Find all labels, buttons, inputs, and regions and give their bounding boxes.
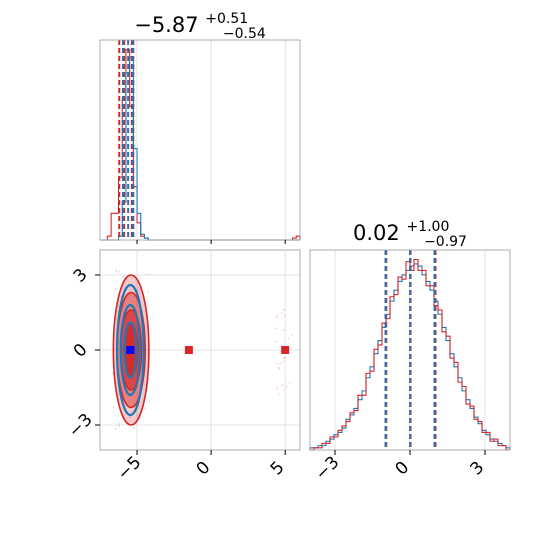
scatter-point: [278, 367, 280, 369]
scatter-point: [129, 416, 131, 419]
contour-blue-level-2: [123, 321, 138, 379]
scatter-point: [279, 351, 282, 353]
ytick-label-1: 0: [70, 340, 92, 362]
scatter-point: [287, 337, 290, 340]
xtick-label-1-0: −3: [312, 453, 344, 485]
scatter-point: [148, 273, 150, 276]
marker-blue-0: [126, 346, 135, 354]
title-param-2: 0.02 +1.00 −0.97: [353, 212, 467, 250]
contour-blue-level-0: [115, 283, 145, 417]
xtick-label-1-1: 0: [392, 458, 414, 480]
histogram-0-frame: [99, 39, 301, 241]
marginal-histogram-param-2: −3 0 3: [309, 249, 511, 485]
scatter-point: [132, 296, 135, 298]
scatter-point: [290, 334, 293, 336]
contour-blue-level-1: [119, 303, 142, 397]
scatter-point: [120, 296, 123, 298]
scatter-point: [115, 270, 117, 272]
scatter-point: [282, 329, 285, 331]
scatter-point: [284, 314, 286, 316]
histogram-series-0-0: [100, 48, 301, 241]
title-param-2-value: 0.02: [353, 221, 400, 245]
scatter-point: [129, 289, 131, 291]
scatter-point: [139, 317, 141, 320]
scatter-point: [114, 280, 117, 283]
xtick-label-2-2: 5: [267, 458, 289, 480]
title-param-2-plus: +1.00: [406, 219, 449, 235]
scatter-point: [276, 387, 278, 390]
scatter-point: [277, 393, 280, 396]
scatter-point: [112, 372, 114, 375]
scatter-point: [117, 394, 119, 397]
scatter-point: [137, 385, 140, 388]
scatter-point: [148, 378, 151, 380]
scatter-point: [118, 425, 120, 427]
scatter-point: [129, 392, 132, 395]
scatter-point: [278, 367, 281, 370]
scatter-point: [284, 356, 286, 359]
scatter-point: [122, 392, 124, 395]
scatter-point: [122, 306, 124, 309]
scatter-point: [118, 423, 121, 425]
scatter-point: [117, 305, 120, 308]
scatter-point: [279, 362, 282, 364]
title-param-1-minus: −0.54: [223, 26, 266, 42]
scatter-point: [281, 384, 284, 386]
scatter-point: [128, 295, 131, 297]
scatter-point: [133, 427, 135, 429]
scatter-point: [283, 357, 285, 359]
scatter-point: [283, 389, 286, 391]
scatter-point: [282, 360, 285, 363]
scatter-point: [276, 315, 279, 317]
marker-red-2: [281, 346, 290, 354]
scatter-point: [276, 316, 278, 319]
scatter-point: [140, 327, 143, 329]
xtick-label-1-2: 3: [467, 458, 489, 480]
marginal-histogram-param-1: [99, 39, 301, 244]
title-param-2-minus: −0.97: [424, 234, 467, 250]
scatter-point: [275, 362, 278, 365]
title-param-1: −5.87 +0.51 −0.54: [134, 4, 266, 42]
scatter-point: [114, 288, 117, 290]
title-param-1-plus: +0.51: [205, 11, 248, 27]
scatter-point: [115, 427, 117, 430]
scatter-point: [137, 405, 140, 408]
scatter-point: [148, 400, 151, 403]
ytick-label-2: 3: [70, 265, 92, 287]
marker-red-1: [184, 346, 193, 354]
ytick-label-0: −3: [65, 410, 97, 442]
scatter-point: [122, 275, 124, 278]
xtick-label-2-0: −5: [114, 453, 146, 485]
scatter-point: [121, 287, 123, 290]
scatter-point: [288, 381, 291, 384]
scatter-point: [144, 273, 147, 276]
scatter-point: [280, 312, 283, 314]
scatter-point: [144, 407, 146, 410]
scatter-point: [118, 271, 120, 273]
joint-contour-panel: −5 0 5 −3 0 3: [65, 249, 301, 485]
scatter-point: [147, 291, 150, 293]
scatter-point: [112, 406, 115, 408]
scatter-point: [274, 327, 277, 330]
xtick-label-2-1: 0: [193, 458, 215, 480]
scatter-point: [282, 309, 285, 311]
title-param-1-value: −5.87: [134, 13, 198, 37]
scatter-point: [138, 311, 140, 313]
scatter-point: [137, 289, 139, 292]
scatter-point: [285, 386, 288, 388]
scatter-point: [275, 341, 277, 343]
scatter-point: [122, 304, 125, 306]
